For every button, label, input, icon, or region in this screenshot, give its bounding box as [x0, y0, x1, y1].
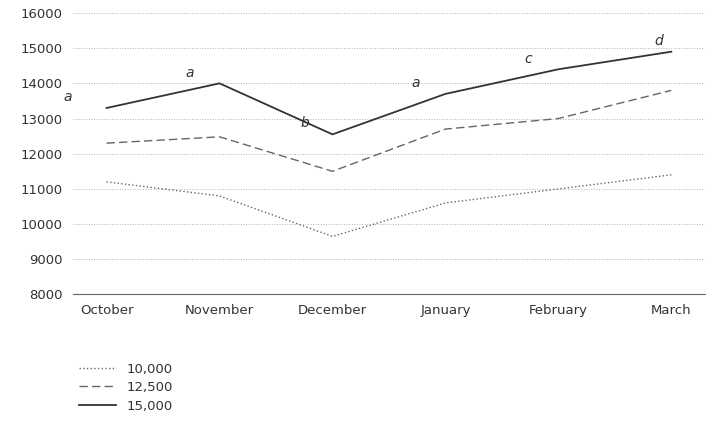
Legend: 10,000, 12,500, 15,000: 10,000, 12,500, 15,000	[79, 363, 173, 413]
Text: a: a	[185, 66, 194, 80]
Text: d: d	[654, 34, 663, 48]
Text: a: a	[64, 90, 72, 104]
Text: a: a	[411, 76, 420, 90]
Text: c: c	[524, 52, 532, 66]
Text: b: b	[301, 116, 310, 130]
